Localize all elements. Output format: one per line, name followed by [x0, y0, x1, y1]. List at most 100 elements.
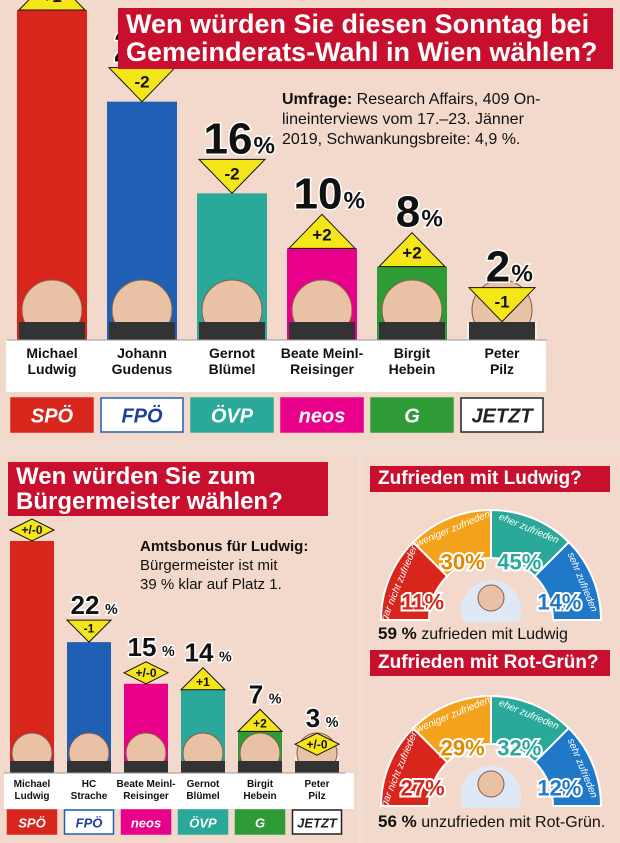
value-label-2: 16 — [204, 114, 253, 163]
portrait-suit-5 — [295, 761, 339, 773]
party-logo-0 — [10, 397, 94, 433]
bottom-title-line1: Wen würden Sie zum — [16, 463, 256, 490]
unit-label-5: % — [511, 261, 533, 288]
value-label-3: 10 — [294, 169, 343, 218]
change-marker-2 — [197, 158, 267, 195]
change-marker-2 — [122, 661, 170, 685]
name-label-4: Hebein — [389, 361, 436, 377]
change-label-5: -1 — [494, 293, 509, 312]
portrait-suit-3 — [289, 322, 355, 340]
change-marker-4 — [377, 231, 447, 268]
change-label-4: +2 — [253, 717, 267, 731]
portrait-suit-1 — [67, 761, 111, 773]
portrait-suit-1 — [109, 322, 175, 340]
change-label-3: +2 — [312, 225, 331, 244]
unit-label-4: % — [421, 206, 443, 233]
value-label-4: 7 — [249, 679, 263, 709]
name-label-5: Peter — [304, 779, 329, 790]
note-line3: 2019, Schwankungsbreite: 4,9 %. — [282, 131, 521, 148]
party-logo-text-3: ÖVP — [189, 815, 217, 830]
gauge-value-1: 29% — [441, 736, 485, 761]
party-logo-2 — [190, 397, 274, 433]
portrait-suit-0 — [10, 761, 54, 773]
gauge2-foot-text: unzufrieden mit Rot-Grün. — [416, 814, 606, 831]
portrait-suit-3 — [181, 761, 225, 773]
party-logo-1 — [63, 809, 115, 835]
top-bar-chart: 36%+1MichaelLudwigSPÖ26%-2JohannGudenusF… — [6, 0, 547, 433]
change-label-1: -2 — [134, 73, 149, 92]
portrait-suit-2 — [124, 761, 168, 773]
unit-label-4: % — [269, 691, 282, 707]
change-label-1: -1 — [84, 621, 95, 635]
change-label-3: +1 — [196, 675, 210, 689]
portrait-suit-4 — [379, 322, 445, 340]
name-label-1: Gudenus — [112, 361, 173, 377]
gauge-value-0: 11% — [401, 590, 444, 615]
party-logo-text-0: SPÖ — [31, 404, 74, 427]
name-label-3: Beate Meinl- — [281, 345, 364, 361]
party-logo-text-0: SPÖ — [18, 815, 45, 830]
value-label-5: 3 — [306, 703, 320, 733]
portrait-suit-2 — [199, 322, 265, 340]
gauge2-footer: 56 % unzufrieden mit Rot-Grün. — [378, 812, 605, 832]
gauge-value-0: 27% — [401, 776, 445, 801]
change-marker-5 — [467, 287, 537, 323]
bottom-note-line1: Bürgermeister ist mit — [140, 556, 278, 574]
unit-label-3: % — [219, 650, 232, 666]
change-marker-1 — [65, 619, 113, 643]
party-logo-text-2: ÖVP — [211, 404, 254, 427]
name-label-3: Blümel — [186, 791, 220, 802]
unit-label-1: % — [105, 602, 118, 618]
party-logo-5 — [291, 809, 343, 835]
change-marker-0 — [8, 518, 56, 542]
party-logo-5 — [460, 397, 544, 433]
name-label-3: Reisinger — [290, 361, 354, 377]
gauge-segment-3 — [533, 726, 603, 807]
change-label-0: +1 — [42, 0, 61, 6]
change-marker-3 — [287, 213, 357, 249]
gauge-value-2: 45% — [497, 550, 541, 575]
name-label-1: Strache — [71, 791, 108, 802]
change-label-2: +/-0 — [135, 666, 156, 680]
name-label-0: Michael — [14, 779, 51, 790]
name-label-0: Ludwig — [15, 791, 50, 802]
party-logo-text-4: G — [255, 815, 265, 830]
change-label-5: +/-0 — [306, 737, 327, 751]
note-line2: lineinterviews vom 17.–23. Jänner — [282, 111, 524, 128]
name-label-5: Peter — [484, 345, 520, 361]
gauge-value-2: 32% — [497, 736, 541, 761]
value-label-1: 22 — [71, 590, 100, 620]
top-title-line2: Gemeinderats-Wahl in Wien wählen? — [126, 37, 598, 68]
name-strip — [6, 340, 546, 392]
party-logo-text-3: neos — [299, 405, 346, 427]
unit-label-2: % — [162, 644, 175, 660]
party-logo-1 — [100, 397, 184, 433]
unit-label-5: % — [326, 715, 339, 731]
change-marker-5 — [293, 732, 341, 756]
portrait-suit-5 — [469, 322, 535, 340]
name-label-1: Johann — [117, 345, 167, 361]
name-label-4: Hebein — [243, 791, 276, 802]
name-label-4: Birgit — [247, 779, 274, 790]
value-label-3: 14 — [185, 638, 214, 668]
change-marker-4 — [236, 708, 284, 732]
bottom-chart-title: Wen würden Sie zum Bürgermeister wählen? — [8, 462, 328, 517]
gauge-value-3: 12% — [537, 776, 581, 801]
value-label-2: 15 — [128, 632, 157, 662]
party-logo-text-2: neos — [131, 815, 161, 830]
party-logo-4 — [370, 397, 454, 433]
party-logo-2 — [120, 809, 172, 835]
party-logo-text-5: JETZT — [471, 405, 534, 427]
portrait-suit-0 — [19, 322, 85, 340]
gauge1-title: Zufrieden mit Ludwig? — [370, 466, 610, 492]
name-label-1: HC — [82, 779, 96, 790]
change-marker-0 — [17, 0, 87, 11]
unit-label-2: % — [253, 132, 275, 159]
portrait-suit-4 — [238, 761, 282, 773]
bottom-chart-note: Amtsbonus für Ludwig: Bürgermeister ist … — [140, 538, 350, 594]
bottom-note-label: Amtsbonus für Ludwig: — [140, 538, 309, 555]
change-label-2: -2 — [224, 164, 239, 183]
portrait-face-gauge — [477, 770, 505, 798]
bottom-title-line2: Bürgermeister wählen? — [16, 488, 283, 516]
